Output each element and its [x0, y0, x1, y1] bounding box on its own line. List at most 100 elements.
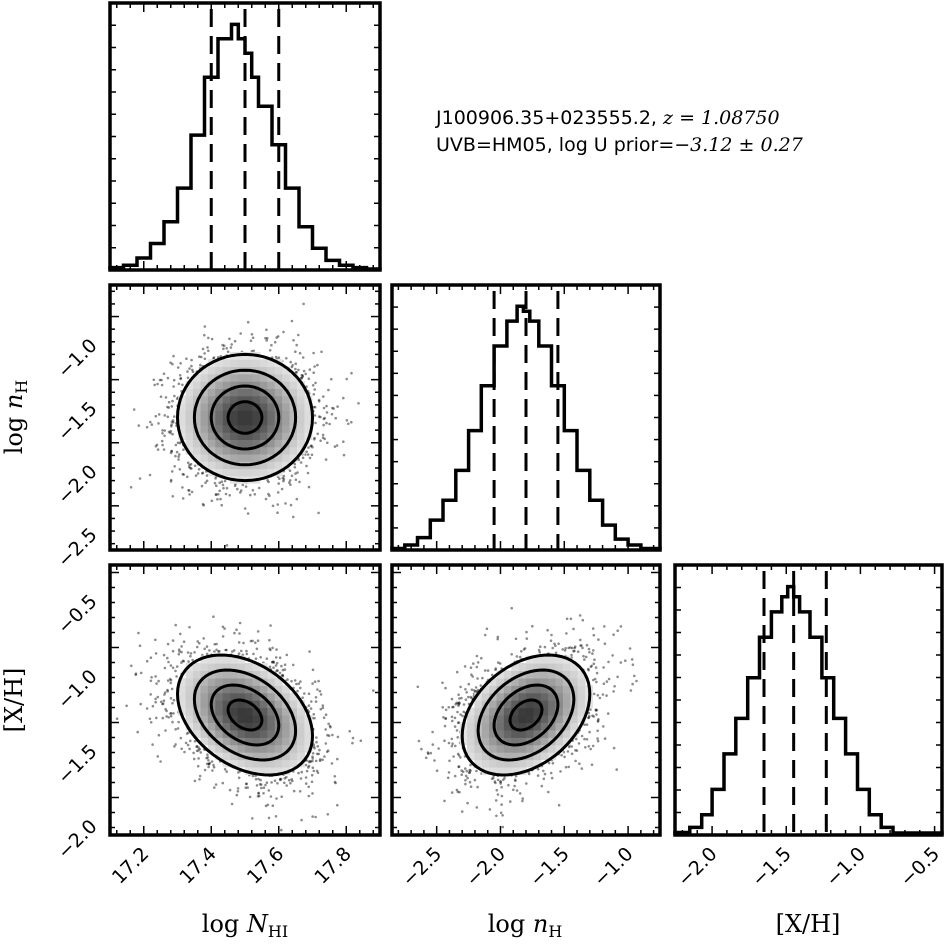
sample-point — [451, 705, 454, 709]
density-cell — [526, 663, 534, 671]
sample-point — [591, 714, 594, 717]
density-cell — [289, 373, 298, 382]
sample-point — [299, 777, 303, 780]
sample-point — [494, 667, 498, 670]
sample-point — [312, 405, 316, 409]
sample-point — [280, 487, 284, 491]
density-cell — [562, 670, 571, 679]
sample-point — [331, 733, 334, 737]
density-cell — [274, 439, 283, 448]
sample-point — [292, 789, 296, 793]
sample-point — [312, 769, 316, 773]
sample-point — [199, 363, 202, 367]
sample-point — [171, 495, 175, 498]
density-cell — [562, 737, 571, 746]
sample-point — [278, 671, 282, 675]
sample-point — [546, 628, 549, 632]
sample-point — [444, 686, 447, 690]
sample-point — [429, 751, 433, 755]
sample-point — [178, 441, 182, 445]
density-cell — [548, 729, 557, 738]
density-cell — [185, 670, 194, 679]
density-cell — [555, 722, 564, 731]
density-cell — [282, 395, 291, 404]
sample-point — [295, 343, 299, 347]
sample-point — [588, 730, 591, 734]
sample-point — [139, 702, 142, 706]
sample-point — [271, 804, 275, 807]
sample-point — [171, 720, 174, 724]
density-cell — [526, 692, 534, 701]
density-cell — [185, 395, 194, 404]
sample-point — [475, 690, 478, 693]
density-cell — [503, 759, 512, 768]
sample-point — [251, 639, 254, 643]
density-cell — [237, 685, 246, 694]
density-cell — [533, 700, 542, 709]
sample-point — [249, 339, 253, 343]
density-cell — [215, 655, 224, 664]
density-cell — [297, 729, 305, 738]
sample-point — [311, 384, 315, 387]
density-cell — [496, 729, 505, 738]
density-cell — [252, 417, 261, 426]
sample-point — [313, 388, 317, 391]
density-cell — [555, 744, 564, 753]
density-cell — [540, 752, 549, 761]
density-cell — [237, 759, 246, 768]
density-cell — [222, 737, 231, 746]
x-tick-label: −2.0 — [673, 843, 721, 891]
sample-point — [289, 483, 292, 487]
sample-point — [289, 360, 293, 364]
sample-point — [603, 625, 606, 628]
sample-point — [277, 482, 281, 485]
sample-point — [145, 707, 149, 710]
sample-point — [176, 441, 180, 445]
density-cell — [222, 359, 231, 368]
density-cell — [496, 670, 505, 679]
x-axis-label-1: log nH — [488, 910, 563, 941]
sample-point — [203, 768, 207, 772]
sample-point — [251, 774, 255, 778]
sample-point — [299, 680, 302, 683]
sample-point — [163, 693, 166, 696]
density-cell — [555, 715, 564, 723]
sample-point — [271, 660, 274, 664]
sample-point — [459, 756, 462, 759]
sample-point — [351, 736, 355, 740]
density-cell — [252, 715, 261, 723]
sample-point — [255, 647, 259, 651]
sample-point — [313, 438, 316, 441]
sample-point — [322, 406, 326, 410]
density-cell — [533, 722, 542, 731]
density-cell — [207, 715, 216, 723]
sample-point — [476, 785, 479, 789]
density-cell — [222, 373, 231, 382]
sample-point — [176, 727, 180, 730]
sample-point — [460, 773, 464, 776]
sample-point — [588, 714, 591, 718]
sample-point — [169, 478, 173, 482]
sample-point — [178, 374, 182, 377]
sample-point — [185, 357, 188, 361]
density-cell — [489, 767, 498, 775]
x-tick-label: 17.4 — [175, 843, 220, 888]
sample-point — [169, 677, 172, 681]
density-cell — [533, 744, 542, 753]
sample-point — [539, 645, 542, 648]
sample-point — [153, 383, 156, 387]
sample-point — [314, 421, 317, 425]
sample-point — [522, 648, 526, 651]
density-cell — [252, 439, 261, 448]
density-cell — [185, 715, 194, 723]
density-cell — [481, 759, 490, 768]
sample-point — [185, 732, 189, 735]
density-cell — [267, 707, 276, 716]
density-cell — [215, 744, 224, 753]
density-cell — [289, 388, 298, 397]
sample-point — [590, 763, 594, 766]
density-cell — [511, 685, 520, 694]
sample-point — [305, 769, 309, 773]
sample-point — [357, 402, 360, 405]
sample-point — [256, 639, 260, 642]
